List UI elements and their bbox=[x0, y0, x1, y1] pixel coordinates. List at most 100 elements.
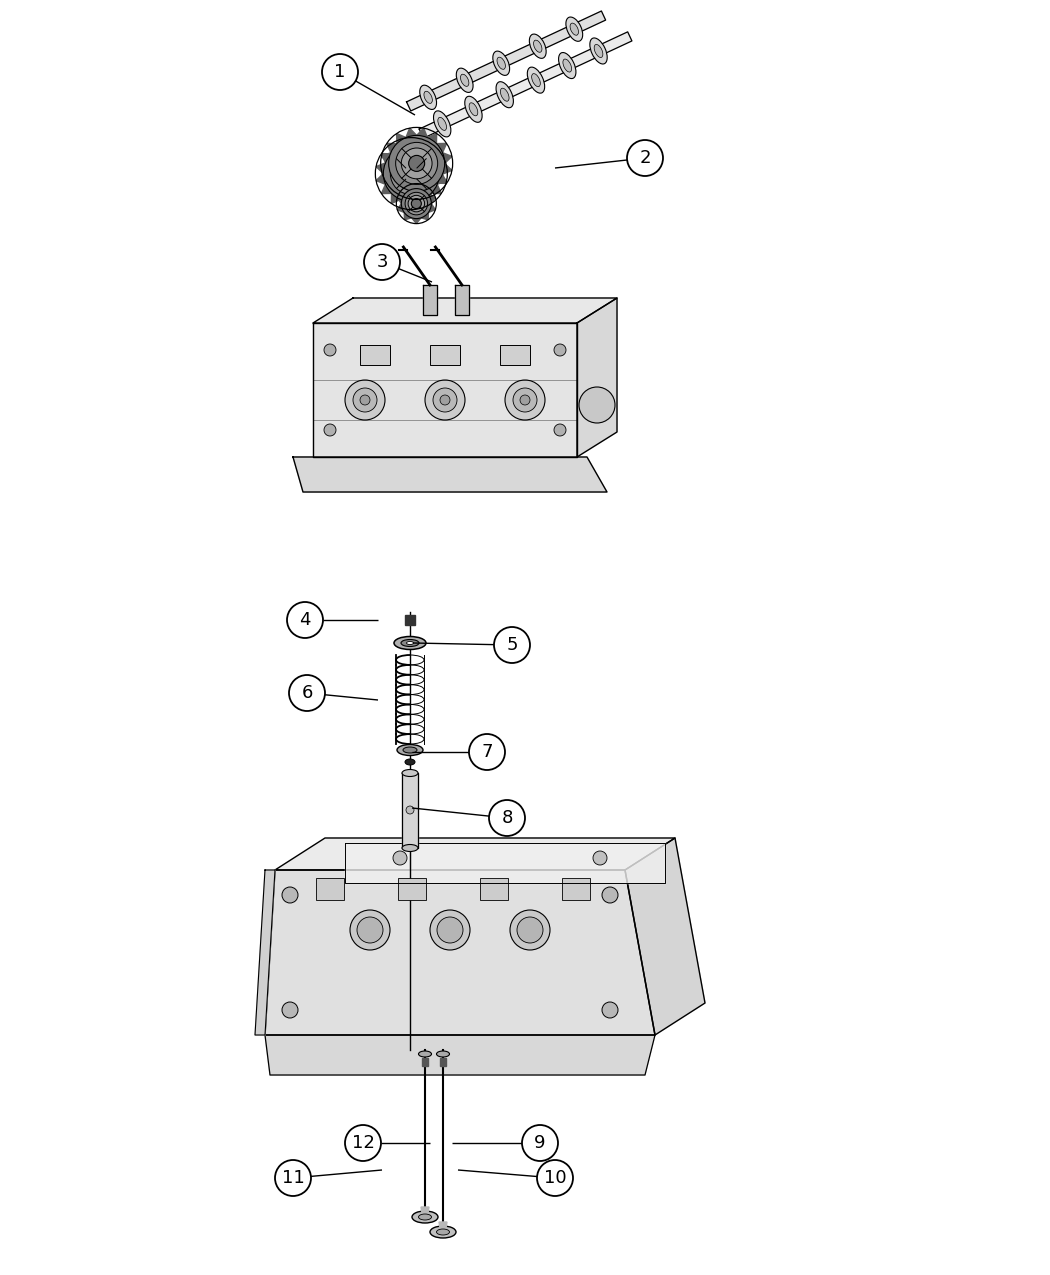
Polygon shape bbox=[428, 195, 436, 204]
Bar bbox=[562, 878, 590, 900]
Polygon shape bbox=[419, 32, 632, 138]
Polygon shape bbox=[255, 870, 275, 1035]
Circle shape bbox=[520, 395, 530, 405]
Circle shape bbox=[408, 195, 424, 212]
Circle shape bbox=[275, 1160, 311, 1196]
Polygon shape bbox=[455, 286, 469, 315]
Circle shape bbox=[350, 910, 390, 950]
Circle shape bbox=[510, 910, 550, 950]
Ellipse shape bbox=[496, 82, 513, 108]
Polygon shape bbox=[406, 11, 606, 111]
Polygon shape bbox=[381, 153, 391, 163]
Circle shape bbox=[554, 425, 566, 436]
Ellipse shape bbox=[394, 636, 426, 649]
Ellipse shape bbox=[405, 759, 415, 765]
Circle shape bbox=[430, 910, 470, 950]
Circle shape bbox=[433, 388, 457, 412]
Circle shape bbox=[469, 734, 505, 770]
Polygon shape bbox=[381, 163, 391, 175]
Ellipse shape bbox=[559, 52, 576, 79]
Polygon shape bbox=[427, 184, 437, 194]
Circle shape bbox=[391, 153, 433, 195]
Ellipse shape bbox=[465, 97, 482, 122]
Polygon shape bbox=[401, 138, 412, 148]
Ellipse shape bbox=[527, 68, 545, 93]
Circle shape bbox=[282, 1002, 298, 1017]
Polygon shape bbox=[397, 204, 404, 213]
Ellipse shape bbox=[406, 641, 414, 644]
Circle shape bbox=[396, 158, 426, 189]
Text: 8: 8 bbox=[501, 810, 512, 827]
Circle shape bbox=[287, 602, 323, 638]
Circle shape bbox=[393, 850, 407, 864]
Polygon shape bbox=[423, 286, 437, 315]
Circle shape bbox=[364, 244, 400, 280]
Circle shape bbox=[627, 140, 663, 176]
Polygon shape bbox=[437, 163, 446, 173]
Polygon shape bbox=[401, 199, 412, 209]
Circle shape bbox=[489, 799, 525, 836]
Polygon shape bbox=[439, 1221, 447, 1228]
Ellipse shape bbox=[461, 74, 469, 87]
Text: 5: 5 bbox=[506, 636, 518, 654]
Circle shape bbox=[425, 380, 465, 419]
Circle shape bbox=[554, 344, 566, 356]
Circle shape bbox=[345, 1125, 381, 1162]
Text: 4: 4 bbox=[299, 611, 311, 629]
Circle shape bbox=[440, 395, 450, 405]
Ellipse shape bbox=[590, 38, 607, 64]
Circle shape bbox=[593, 850, 607, 864]
Circle shape bbox=[412, 199, 421, 209]
Ellipse shape bbox=[501, 88, 509, 101]
Ellipse shape bbox=[403, 747, 417, 754]
Polygon shape bbox=[293, 456, 607, 492]
Ellipse shape bbox=[412, 1211, 438, 1223]
Polygon shape bbox=[432, 153, 441, 163]
Circle shape bbox=[289, 674, 326, 711]
Ellipse shape bbox=[531, 74, 541, 87]
Circle shape bbox=[494, 627, 530, 663]
Circle shape bbox=[324, 344, 336, 356]
Polygon shape bbox=[437, 175, 446, 184]
Polygon shape bbox=[440, 1058, 446, 1066]
Circle shape bbox=[401, 148, 432, 178]
Polygon shape bbox=[412, 184, 421, 189]
Polygon shape bbox=[397, 184, 406, 194]
Polygon shape bbox=[345, 843, 665, 884]
Circle shape bbox=[324, 425, 336, 436]
Ellipse shape bbox=[401, 640, 419, 646]
Circle shape bbox=[537, 1160, 573, 1196]
Ellipse shape bbox=[437, 1229, 449, 1235]
Polygon shape bbox=[397, 195, 404, 204]
Ellipse shape bbox=[497, 57, 505, 69]
Polygon shape bbox=[417, 189, 427, 199]
Polygon shape bbox=[421, 1207, 429, 1213]
Ellipse shape bbox=[492, 51, 509, 75]
Bar bbox=[360, 346, 390, 365]
Ellipse shape bbox=[570, 23, 579, 36]
Polygon shape bbox=[427, 134, 437, 144]
Ellipse shape bbox=[457, 68, 474, 92]
Polygon shape bbox=[412, 138, 422, 148]
Text: 11: 11 bbox=[281, 1169, 304, 1187]
Polygon shape bbox=[442, 163, 452, 175]
Polygon shape bbox=[376, 163, 385, 173]
Polygon shape bbox=[428, 204, 436, 213]
Circle shape bbox=[406, 806, 414, 813]
Circle shape bbox=[602, 887, 618, 903]
Text: 9: 9 bbox=[534, 1133, 546, 1153]
Circle shape bbox=[403, 166, 419, 181]
Circle shape bbox=[396, 143, 438, 185]
Polygon shape bbox=[422, 194, 432, 204]
Circle shape bbox=[408, 156, 424, 171]
Ellipse shape bbox=[397, 745, 423, 756]
Polygon shape bbox=[412, 199, 422, 209]
Polygon shape bbox=[386, 143, 397, 153]
Ellipse shape bbox=[430, 1227, 456, 1238]
Circle shape bbox=[405, 193, 427, 215]
Circle shape bbox=[357, 917, 383, 943]
Ellipse shape bbox=[529, 34, 546, 59]
Polygon shape bbox=[381, 185, 392, 194]
Circle shape bbox=[388, 135, 444, 191]
Polygon shape bbox=[437, 143, 446, 153]
